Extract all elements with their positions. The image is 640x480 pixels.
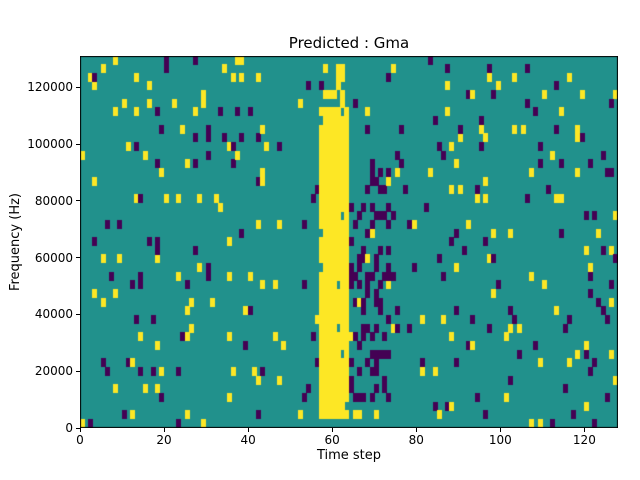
y-tick-label: 100000 xyxy=(27,137,73,152)
x-tick-mark xyxy=(331,428,333,432)
y-tick-mark xyxy=(76,427,80,429)
x-tick-mark xyxy=(583,428,585,432)
x-tick-label: 20 xyxy=(156,433,172,447)
x-tick-mark xyxy=(415,428,417,432)
x-tick-label: 100 xyxy=(488,433,512,447)
y-tick-label: 0 xyxy=(65,421,73,435)
y-tick-mark xyxy=(76,86,80,88)
x-axis-label: Time step xyxy=(316,448,382,463)
y-tick-label: 40000 xyxy=(34,307,73,322)
chart-title: Predicted : Gma xyxy=(288,34,410,52)
y-tick-label: 80000 xyxy=(34,193,73,208)
heatmap-canvas xyxy=(80,56,618,428)
y-tick-mark xyxy=(76,313,80,315)
plot-area xyxy=(80,56,618,428)
y-tick-mark xyxy=(76,143,80,145)
x-tick-mark xyxy=(247,428,249,432)
x-tick-mark xyxy=(79,428,81,432)
x-tick-label: 40 xyxy=(240,433,256,447)
x-tick-label: 80 xyxy=(408,433,424,447)
x-tick-label: 120 xyxy=(572,433,596,447)
y-tick-label: 60000 xyxy=(34,250,73,265)
y-tick-label: 20000 xyxy=(34,364,73,379)
x-tick-mark xyxy=(499,428,501,432)
x-tick-mark xyxy=(163,428,165,432)
y-tick-mark xyxy=(76,257,80,259)
x-tick-label: 60 xyxy=(324,433,340,447)
y-tick-mark xyxy=(76,370,80,372)
x-tick-label: 0 xyxy=(76,433,84,447)
y-tick-mark xyxy=(76,200,80,202)
y-tick-label: 120000 xyxy=(27,80,73,95)
